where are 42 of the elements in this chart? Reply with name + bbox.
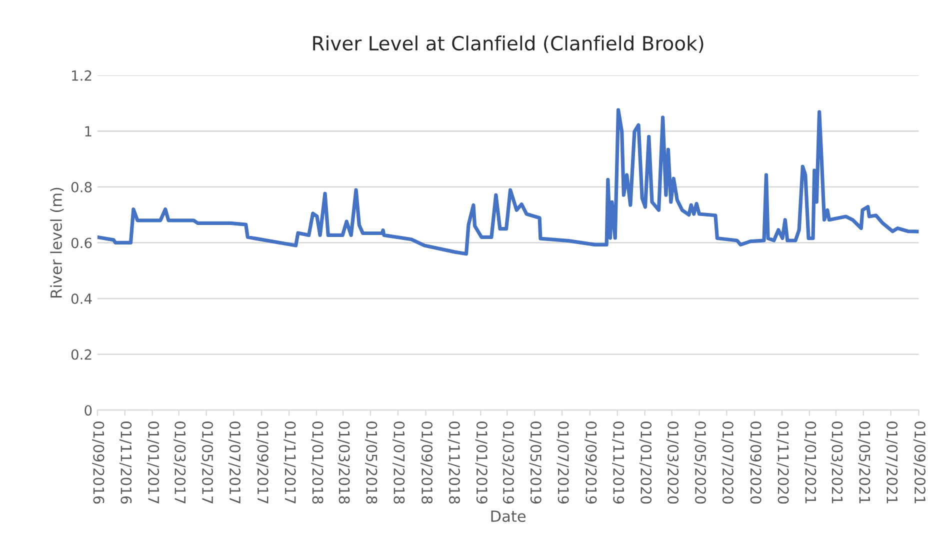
x-tick-label: 01/01/2021: [804, 422, 816, 504]
line-series: [97, 108, 919, 256]
x-tick-label: 01/07/2017: [228, 422, 241, 504]
x-tick-label: 01/03/2017: [173, 422, 186, 504]
x-tick-label: 01/09/2020: [749, 422, 762, 504]
x-tick-label: 01/09/2017: [256, 422, 268, 504]
y-axis-title: River level (m): [50, 188, 64, 298]
y-tick-label: 0.4: [71, 294, 92, 304]
x-tick-label: 01/01/2018: [311, 422, 324, 504]
x-tick-label: 01/03/2021: [830, 422, 843, 504]
x-tick-label: 01/07/2018: [392, 422, 405, 504]
x-tick-label: 01/03/2019: [502, 422, 514, 504]
y-tick-label: 1: [85, 126, 92, 136]
y-tick-label: 0: [84, 405, 92, 416]
y-tick-label: 0.2: [71, 349, 92, 360]
y-tick-label: 1.2: [72, 70, 92, 81]
x-tick-label: 01/09/2021: [913, 422, 926, 504]
x-tick-label: 01/11/2018: [448, 422, 460, 504]
x-tick-label: 01/11/2017: [284, 422, 296, 504]
x-tick-label: 01/05/2017: [200, 422, 214, 504]
x-tick-label: 01/09/2018: [420, 422, 433, 504]
chart-title: River Level at Clanfield (Clanfield Brook): [313, 36, 704, 53]
y-tick-label: 0.6: [71, 238, 92, 248]
x-tick-label: 01/03/2020: [666, 422, 679, 504]
x-tick-label: 01/07/2021: [885, 422, 898, 504]
x-tick-label: 01/05/2020: [694, 422, 706, 504]
x-tick-label: 01/07/2020: [721, 422, 734, 504]
x-tick-label: 01/05/2021: [858, 422, 870, 504]
x-tick-label: 01/09/2016: [92, 422, 104, 504]
x-tick-label: 01/03/2018: [338, 422, 350, 504]
x-tick-label: 01/01/2019: [475, 422, 488, 504]
x-tick-label: 01/05/2019: [529, 422, 542, 504]
x-tick-label: 01/11/2020: [776, 422, 789, 504]
x-tick-label: 01/01/2020: [639, 422, 652, 504]
x-tick-label: 01/09/2019: [584, 422, 597, 504]
y-tick-label: 0.8: [71, 182, 92, 192]
x-tick-label: 01/11/2019: [612, 422, 624, 504]
x-tick-label: 01/05/2018: [365, 422, 378, 504]
x-axis-title: Date: [491, 510, 526, 522]
x-tick-label: 01/01/2017: [146, 422, 160, 504]
x-tick-label: 01/11/2016: [120, 422, 132, 504]
x-tick-label: 01/07/2019: [556, 422, 569, 504]
